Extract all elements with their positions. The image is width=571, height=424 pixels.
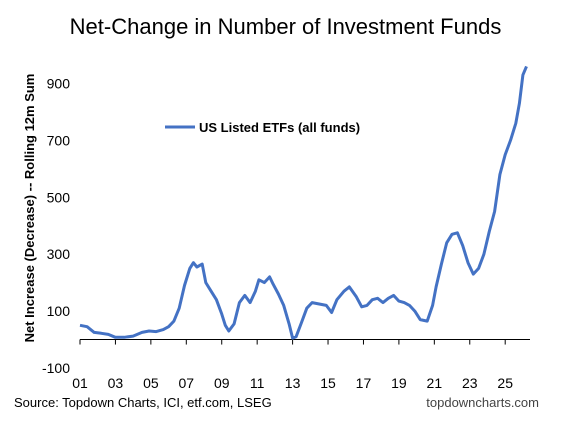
chart-title: Net-Change in Number of Investment Funds <box>69 14 502 39</box>
x-tick-label: 07 <box>179 375 195 391</box>
x-tick-label: 11 <box>250 375 265 391</box>
y-tick-label: 500 <box>47 189 71 205</box>
y-tick-label: 900 <box>47 75 71 91</box>
y-tick-label: 700 <box>47 132 71 148</box>
x-tick-label: 23 <box>462 375 478 391</box>
x-axis-ticks: 01 03 05 07 09 11 13 15 17 19 21 23 25 <box>72 339 513 391</box>
x-tick-label: 01 <box>72 375 88 391</box>
x-tick-label: 09 <box>214 375 230 391</box>
legend: US Listed ETFs (all funds) <box>165 120 360 135</box>
y-tick-label: 100 <box>47 303 71 319</box>
x-tick-label: 21 <box>427 375 443 391</box>
x-tick-label: 19 <box>391 375 407 391</box>
y-tick-label: 300 <box>47 246 71 262</box>
x-tick-label: 13 <box>285 375 301 391</box>
y-tick-label: -100 <box>42 360 70 376</box>
x-tick-label: 25 <box>497 375 513 391</box>
series-line <box>79 65 528 340</box>
source-note: Source: Topdown Charts, ICI, etf.com, LS… <box>14 395 272 410</box>
x-tick-label: 05 <box>143 375 159 391</box>
credit-note: topdowncharts.com <box>426 395 539 410</box>
x-tick-label: 03 <box>108 375 124 391</box>
y-axis-ticks: -100 100 300 500 700 900 <box>42 75 70 376</box>
legend-label: US Listed ETFs (all funds) <box>199 120 360 135</box>
series-group <box>79 65 528 340</box>
x-tick-label: 17 <box>356 375 372 391</box>
x-tick-label: 15 <box>320 375 336 391</box>
